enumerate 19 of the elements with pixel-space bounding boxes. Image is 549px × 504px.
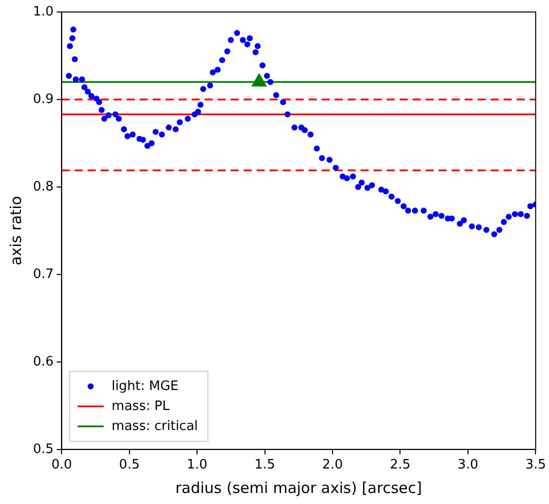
y-tick-label: 0.5: [32, 442, 54, 457]
x-axis-title: radius (semi major axis) [arcsec]: [175, 478, 422, 497]
x-tick-label: 3.0: [458, 458, 478, 473]
y-axis-title: axis ratio: [6, 196, 25, 266]
x-tick-label: 1.5: [254, 458, 276, 473]
y-tick-label: 1.0: [32, 4, 54, 20]
x-tick-label: 2.5: [390, 458, 411, 473]
y-tick-label: 0.9: [32, 92, 54, 107]
x-tick-label: 0.5: [119, 458, 140, 473]
x-tick-label: 1.0: [186, 458, 208, 473]
y-tick-label: 0.8: [32, 179, 54, 194]
x-tick-label: 0.0: [51, 458, 72, 473]
y-tick-label: 0.7: [32, 266, 54, 282]
legend-label: mass: PL: [112, 398, 170, 414]
x-tick-label: 3.5: [525, 458, 546, 473]
legend-label: light: MGE: [112, 378, 178, 394]
legend-label: mass: critical: [112, 418, 198, 434]
y-tick-label: 0.6: [32, 354, 54, 370]
x-tick-label: 2.0: [322, 458, 343, 473]
